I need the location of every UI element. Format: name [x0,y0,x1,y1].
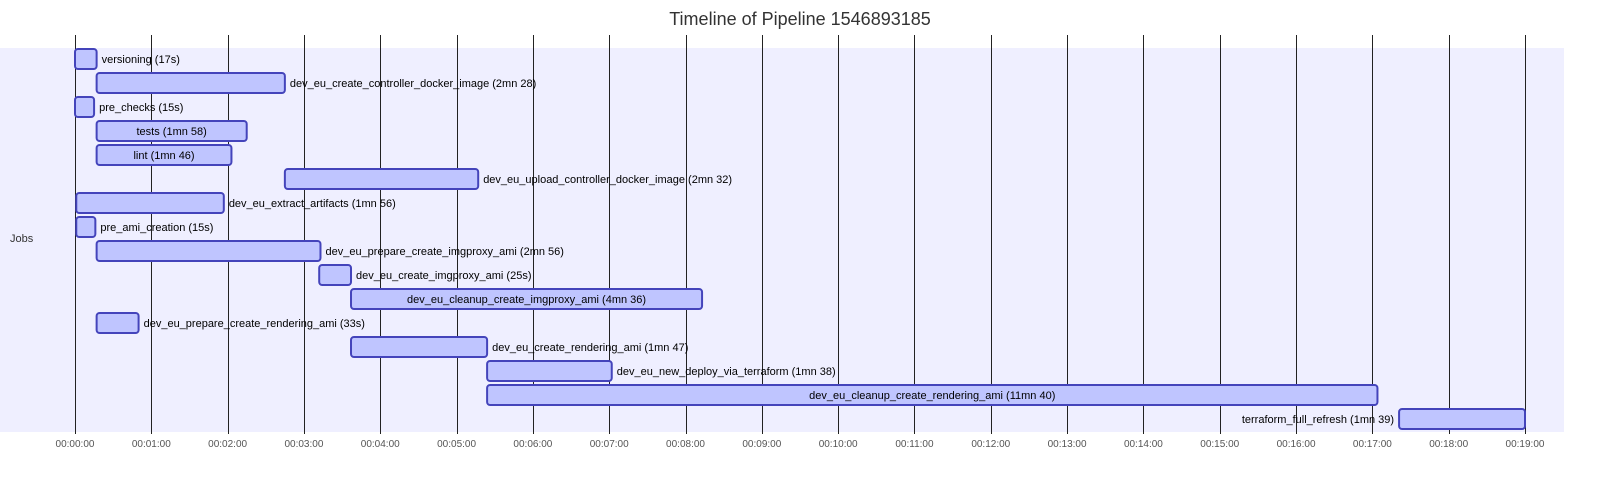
task-bar [318,264,353,286]
x-tick-label: 00:18:00 [1429,439,1468,450]
task-bar [283,168,480,190]
x-tick-label: 00:06:00 [513,439,552,450]
x-tick-label: 00:19:00 [1506,439,1545,450]
x-tick-label: 00:03:00 [284,439,323,450]
task-bar [486,384,1379,406]
x-tick-label: 00:08:00 [666,439,705,450]
task-label: dev_eu_create_rendering_ami (1mn 47) [492,342,688,354]
x-tick-label: 00:16:00 [1277,439,1316,450]
x-tick-label: 00:12:00 [971,439,1010,450]
grid-layer [75,35,1526,434]
task-label: dev_eu_create_imgproxy_ami (25s) [356,270,531,282]
x-tick-label: 00:17:00 [1353,439,1392,450]
task-label: dev_eu_upload_controller_docker_image (2… [483,174,732,186]
x-tick-label: 00:14:00 [1124,439,1163,450]
task-label: terraform_full_refresh (1mn 39) [1242,414,1394,426]
task-bar-layer [74,48,1527,430]
x-tick-label: 00:09:00 [742,439,781,450]
x-tick-label: 00:15:00 [1200,439,1239,450]
task-bar [95,120,248,142]
task-bar [350,336,489,358]
task-label: dev_eu_extract_artifacts (1mn 56) [229,198,396,210]
task-bar [74,96,96,118]
task-label: pre_ami_creation (15s) [100,222,213,234]
task-label: dev_eu_cleanup_create_rendering_ami (11m… [809,390,1055,402]
task-bar [95,144,233,166]
x-tick-label: 00:02:00 [208,439,247,450]
task-bar [1398,408,1527,430]
x-tick-label: 00:01:00 [132,439,171,450]
x-tick-label: 00:07:00 [590,439,629,450]
task-bar [75,192,225,214]
x-tick-label: 00:05:00 [437,439,476,450]
task-label: dev_eu_cleanup_create_imgproxy_ami (4mn … [407,294,646,306]
x-tick-label: 00:13:00 [1048,439,1087,450]
task-bar [486,360,613,382]
task-label: dev_eu_prepare_create_rendering_ami (33s… [144,318,365,330]
task-label: lint (1mn 46) [133,150,194,162]
task-label: versioning (17s) [102,54,180,66]
task-bar [74,48,98,70]
task-label: dev_eu_create_controller_docker_image (2… [290,78,536,90]
task-bar [95,312,140,334]
x-tick-label: 00:11:00 [895,439,934,450]
task-label-layer: versioning (17s) dev_eu_create_controller… [99,54,1394,426]
task-label: tests (1mn 58) [137,126,207,138]
tick-label-layer: 00:00:00 00:01:00 00:02:00 00:03:00 00:04:00… [56,439,1545,450]
task-bar [95,240,322,262]
task-bar [75,216,97,238]
task-label: dev_eu_prepare_create_imgproxy_ami (2mn … [325,246,563,258]
task-label: pre_checks (15s) [99,102,183,114]
task-bar [95,72,286,94]
section-label: Jobs [10,233,34,245]
x-tick-label: 00:04:00 [361,439,400,450]
chart-title: Timeline of Pipeline 1546893185 [669,9,931,29]
x-tick-label: 00:00:00 [56,439,95,450]
task-label: dev_eu_new_deploy_via_terraform (1mn 38) [617,366,836,378]
task-bar [350,288,704,310]
x-tick-label: 00:10:00 [819,439,858,450]
